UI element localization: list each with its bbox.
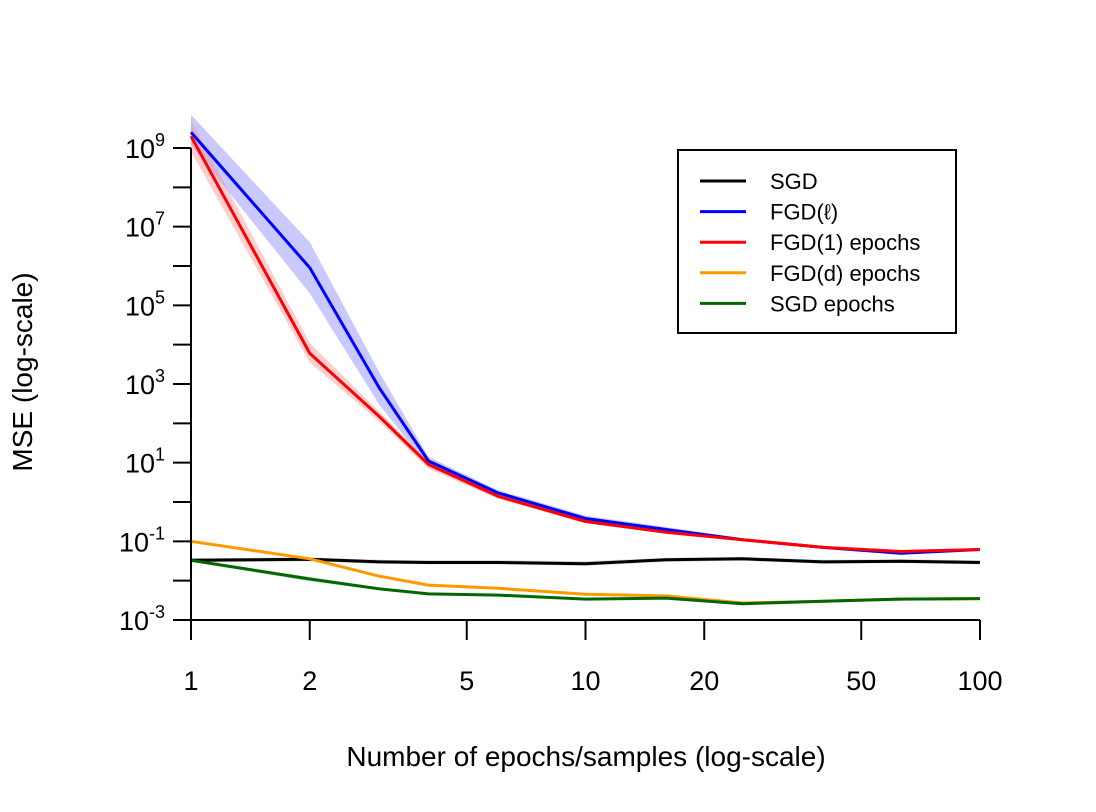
- y-tick-label: 107: [125, 209, 165, 243]
- x-tick-label: 10: [570, 666, 600, 696]
- legend-label-fgd: FGD(ℓ): [770, 200, 838, 225]
- y-axis-ticks: 109 107 105 103 101 10-1 10-3: [119, 130, 191, 636]
- legend-label-fgd-d-epochs: FGD(d) epochs: [770, 261, 920, 286]
- y-tick-label: 101: [125, 445, 165, 479]
- series-line-sgd: [190, 557, 981, 566]
- y-tick-label: 10-1: [119, 523, 165, 557]
- series-line-fgd-1-epochs: [189, 135, 981, 553]
- x-tick-label: 5: [459, 666, 474, 696]
- x-tick-label: 2: [302, 666, 317, 696]
- x-tick-label: 100: [957, 666, 1002, 696]
- x-tick-label: 1: [183, 666, 198, 696]
- series-line-sgd-epochs: [190, 558, 981, 606]
- legend-label-fgd-1-epochs: FGD(1) epochs: [770, 230, 920, 255]
- x-axis-title: Number of epochs/samples (log-scale): [346, 741, 825, 772]
- x-axis-ticks: 1 2 5 10 20 50 100: [183, 620, 1003, 696]
- y-axis-title: MSE (log-scale): [7, 272, 38, 471]
- legend-label-sgd: SGD: [770, 169, 818, 194]
- legend: SGD FGD(ℓ) FGD(1) epochs FGD(d) epochs SGD e…: [677, 149, 957, 334]
- legend-label-sgd-epochs: SGD epochs: [770, 291, 895, 316]
- y-tick-label: 105: [125, 287, 165, 321]
- x-tick-label: 50: [846, 666, 876, 696]
- y-tick-label: 10-3: [119, 602, 165, 636]
- series-lines: [189, 131, 981, 606]
- y-tick-label: 109: [125, 130, 165, 164]
- y-tick-label: 103: [125, 366, 165, 400]
- x-tick-label: 20: [689, 666, 719, 696]
